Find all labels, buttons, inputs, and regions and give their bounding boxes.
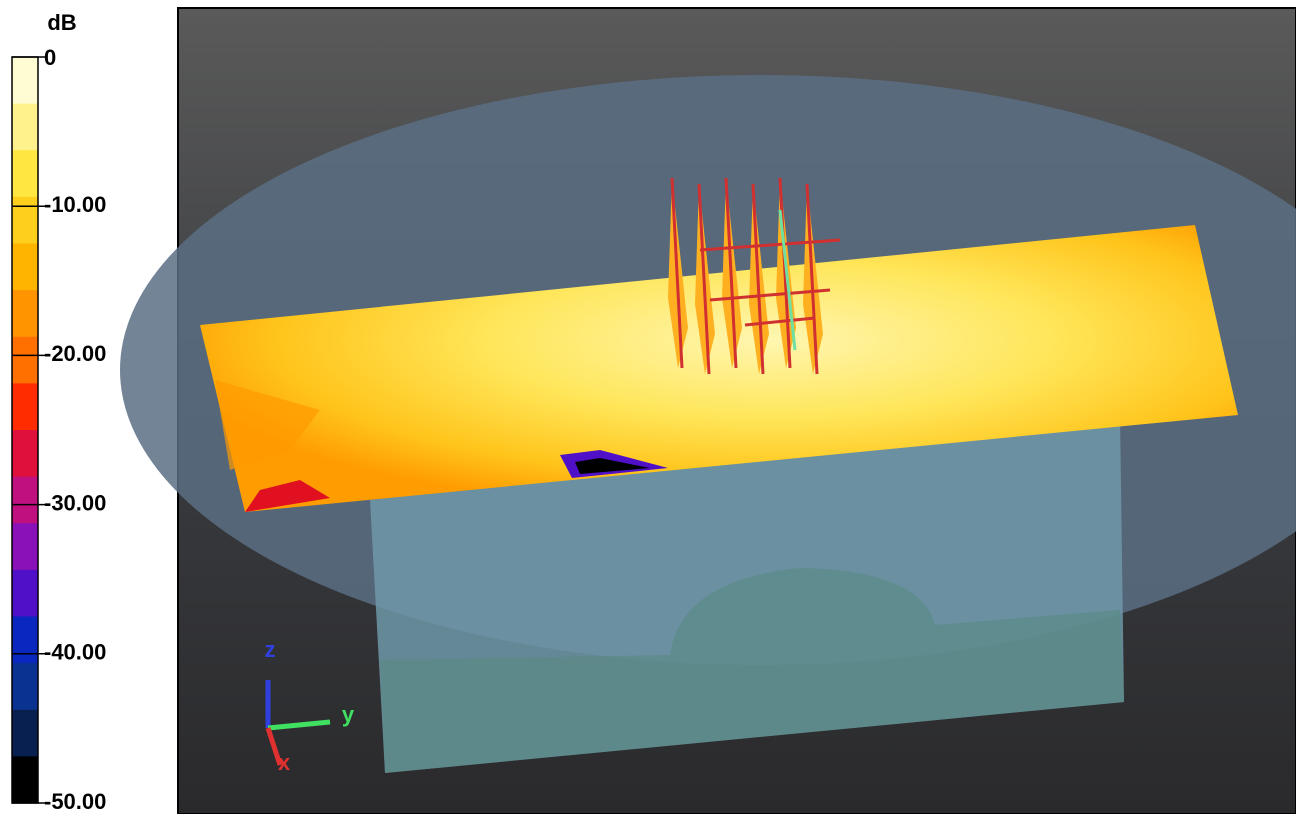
x-axis: [265, 727, 283, 766]
x-label: x: [278, 750, 291, 775]
axes-triad: z y x: [265, 637, 355, 775]
color-band: [12, 569, 38, 617]
color-band: [12, 336, 38, 384]
tick-label: -50.00: [44, 789, 106, 814]
box-shadow: [380, 568, 1124, 773]
y-axis: [267, 719, 331, 731]
colorbar: dB 0 -10.00 -20.00 -30.00 -40.00 -50.00: [11, 10, 106, 814]
y-label: y: [342, 702, 355, 727]
color-band: [12, 663, 38, 711]
field-plane: [200, 225, 1238, 512]
pin-frame: [709, 288, 831, 302]
tick-label: -20.00: [44, 341, 106, 366]
feed-line: [778, 209, 797, 351]
colorbar-title: dB: [47, 10, 76, 35]
color-band: [12, 430, 38, 478]
tick-label: -40.00: [44, 640, 106, 665]
color-band: [12, 196, 38, 244]
tick-label: -10.00: [44, 192, 106, 217]
color-band: [12, 103, 38, 151]
field-region: [215, 380, 320, 470]
pin-edge: [697, 183, 711, 375]
field-region: [245, 480, 330, 512]
pin-edge: [805, 183, 819, 375]
color-band: [12, 523, 38, 571]
pin-edge: [751, 183, 765, 375]
pin-edge: [778, 177, 792, 369]
pin-edge: [670, 177, 684, 369]
pin-edge: [724, 177, 738, 369]
z-label: z: [265, 637, 276, 662]
field-region: [575, 458, 650, 474]
pin-frame: [699, 238, 841, 252]
tick-label: 0: [44, 45, 56, 70]
color-band: [12, 476, 38, 524]
color-band: [12, 709, 38, 757]
color-band: [12, 57, 38, 105]
pin-frame: [744, 316, 816, 327]
color-band: [12, 383, 38, 431]
color-band: [12, 150, 38, 198]
antenna-array: [668, 177, 841, 375]
3d-viewport[interactable]: z y x: [120, 7, 1296, 814]
color-band: [12, 616, 38, 664]
color-band: [12, 756, 38, 804]
color-band: [12, 290, 38, 338]
tick-label: -30.00: [44, 490, 106, 515]
color-band: [12, 243, 38, 291]
